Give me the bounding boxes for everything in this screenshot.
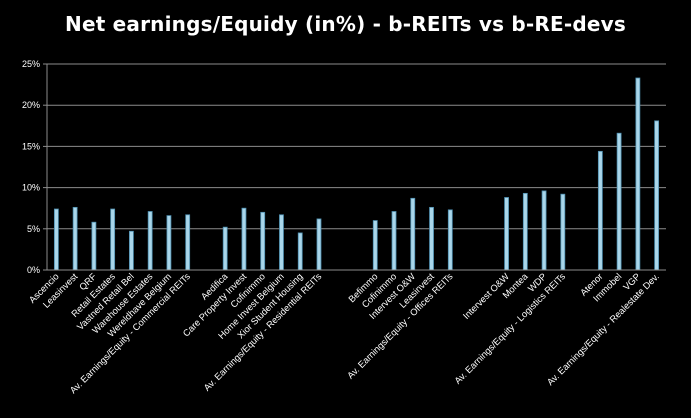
axes: [43, 63, 666, 271]
bar: [504, 197, 509, 271]
grid-lines: [47, 63, 666, 230]
bar: [91, 221, 97, 271]
bar: [166, 215, 172, 271]
bar: [447, 209, 453, 271]
bar: [129, 230, 134, 271]
bar: [616, 132, 622, 271]
bar: [541, 190, 547, 271]
y-tick-labels: 0% 5% 10% 15% 20% 25%: [22, 59, 40, 275]
bar: [185, 214, 191, 271]
y-tick-label: 25%: [22, 59, 40, 69]
bar: [522, 192, 528, 271]
bar: [316, 218, 322, 271]
bar: [297, 232, 303, 271]
y-tick-label: 5%: [27, 224, 40, 234]
chart-title: Net earnings/Equidy (in%) - b-REITs vs b…: [65, 12, 626, 36]
bar: [597, 150, 603, 271]
bars: [53, 77, 660, 271]
bar: [410, 197, 416, 271]
y-tick-label: 15%: [22, 141, 40, 151]
bar: [654, 120, 660, 271]
y-tick-label: 0%: [27, 265, 40, 275]
bar: [222, 226, 228, 271]
bar: [53, 208, 59, 271]
bar: [391, 211, 397, 271]
bar: [241, 207, 247, 271]
bar: [260, 211, 266, 271]
bar: [429, 206, 434, 271]
bar: [110, 208, 116, 271]
bar: [72, 206, 78, 271]
y-tick-label: 10%: [22, 183, 40, 193]
bar: [147, 211, 153, 271]
bar: [635, 77, 641, 271]
bar: [279, 214, 284, 271]
bar: [372, 220, 378, 271]
y-tick-label: 20%: [22, 100, 40, 110]
bar: [560, 193, 566, 271]
